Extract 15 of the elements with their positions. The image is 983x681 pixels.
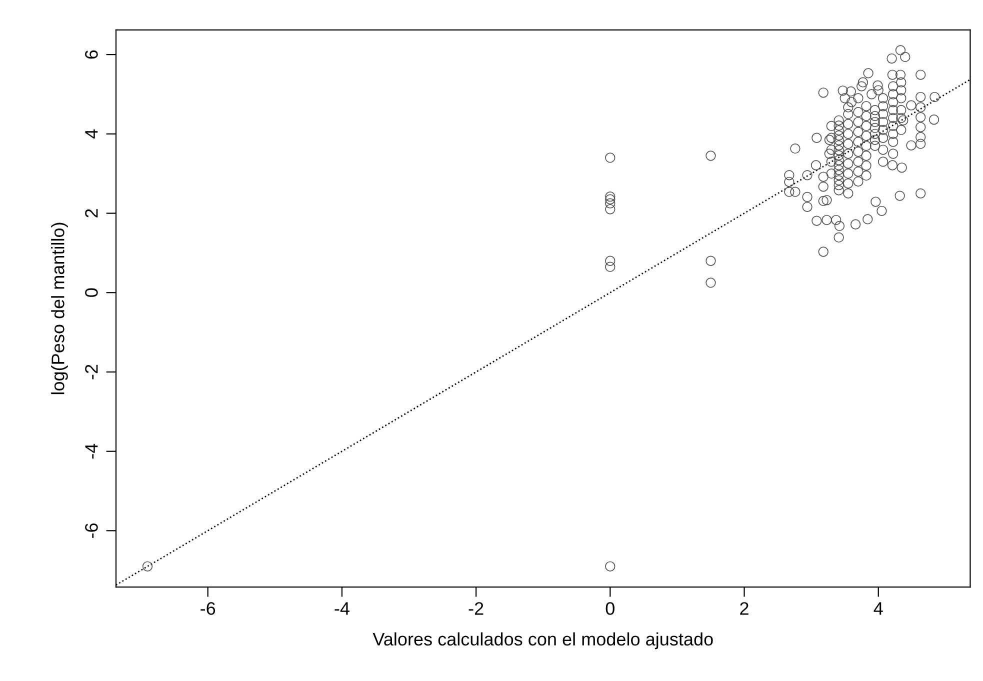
y-axis-title: log(Peso del mantillo) bbox=[51, 222, 68, 394]
y-tick-label: 6 bbox=[85, 50, 98, 59]
x-tick-label: 0 bbox=[606, 602, 614, 615]
x-tick-label: -2 bbox=[468, 602, 484, 615]
y-tick-label: 0 bbox=[85, 288, 98, 297]
y-tick-label: -6 bbox=[85, 523, 98, 538]
y-tick-label: 2 bbox=[85, 209, 98, 218]
y-tick-label: -4 bbox=[85, 444, 98, 459]
y-tick-label: -2 bbox=[85, 364, 98, 380]
x-axis-title: Valores calculados con el modelo ajustado bbox=[372, 632, 713, 650]
x-tick-label: -4 bbox=[334, 602, 350, 615]
x-tick-label: 2 bbox=[740, 602, 748, 615]
x-tick-label: 4 bbox=[874, 602, 883, 615]
y-tick-label: 4 bbox=[85, 129, 98, 139]
x-tick-label: -6 bbox=[200, 602, 216, 615]
